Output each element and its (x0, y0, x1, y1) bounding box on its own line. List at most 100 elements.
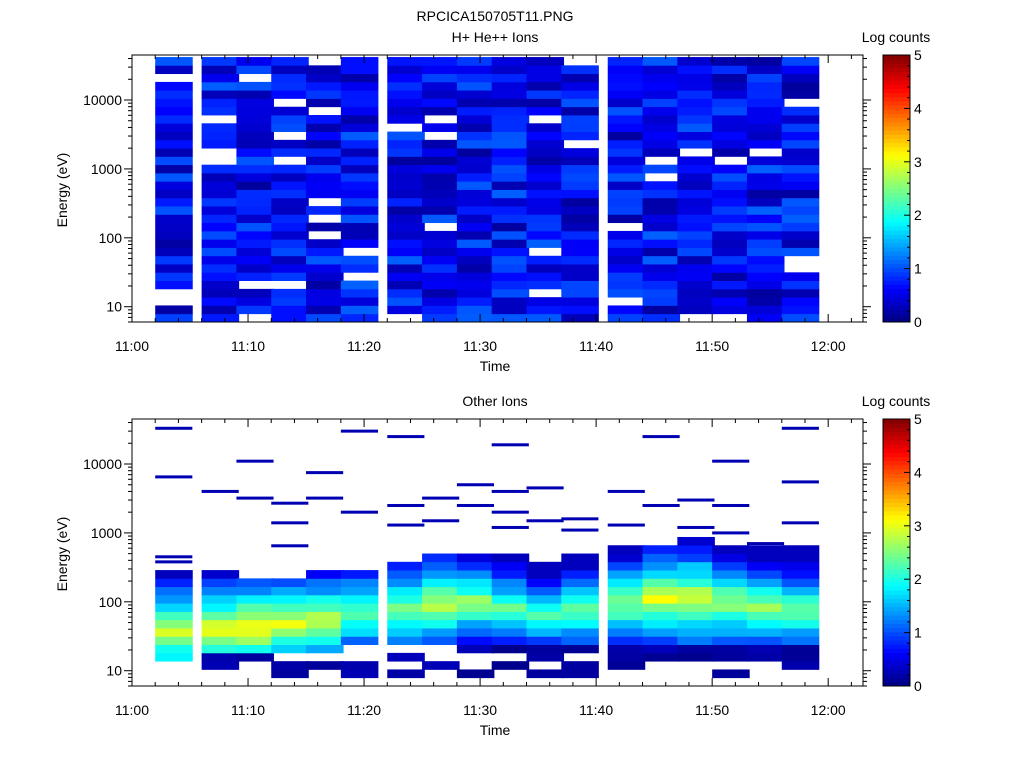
heatmap-cell (781, 545, 820, 554)
heatmap-cell (306, 305, 344, 315)
heatmap-cell (642, 594, 681, 604)
heatmap-cell (340, 669, 379, 679)
panel2-x-axis-label: Time (480, 722, 511, 738)
heatmap-cell (155, 90, 193, 99)
heatmap-cell (642, 81, 681, 91)
heatmap-cell (677, 264, 715, 273)
heatmap-cell (642, 206, 681, 215)
heatmap-cell (642, 123, 681, 132)
heatmap-cell (236, 619, 274, 629)
heatmap-cell (526, 272, 565, 281)
heatmap-cell (642, 197, 681, 207)
heatmap-cell (201, 297, 240, 306)
colorbar-band (883, 263, 910, 269)
heatmap-cell (236, 594, 274, 604)
heatmap-cell (201, 106, 240, 116)
heatmap-cell (642, 305, 681, 315)
heatmap-cell (642, 619, 681, 629)
heatmap-cell (155, 247, 193, 257)
heatmap-cell (201, 123, 240, 132)
heatmap-cell (677, 247, 715, 257)
heatmap-cell (340, 239, 379, 248)
heatmap-cell (526, 264, 565, 273)
heatmap-cell (387, 594, 425, 604)
heatmap-cell (201, 239, 240, 248)
heatmap-cell (340, 73, 379, 83)
heatmap-cell (155, 65, 193, 75)
colorbar-band (883, 188, 910, 194)
heatmap-cell (271, 222, 309, 232)
heatmap-cell (607, 255, 646, 265)
heatmap-cell (642, 189, 681, 199)
heatmap-cell (526, 570, 565, 579)
heatmap-cell (712, 81, 750, 91)
heatmap-cell (201, 206, 240, 215)
heatmap-cell (561, 222, 599, 232)
colorbar-band (883, 63, 910, 69)
y-tick-label: 100 (99, 594, 123, 610)
heatmap-cell (236, 578, 274, 588)
heatmap-cell (491, 230, 530, 240)
heatmap-cell (746, 313, 785, 323)
trace-cell (236, 459, 274, 463)
colorbar-band (883, 180, 910, 185)
heatmap-cell (201, 181, 240, 190)
heatmap-cell (491, 123, 530, 132)
panel2-colorbar-label: Log counts (862, 393, 931, 409)
colorbar-band (883, 242, 910, 248)
heatmap-cell (387, 73, 425, 83)
heatmap-cell (306, 628, 344, 637)
trace-cell (155, 426, 193, 430)
heatmap-cell (155, 586, 193, 596)
heatmap-cell (236, 90, 274, 99)
heatmap-cell (387, 156, 425, 166)
heatmap-cell (456, 297, 495, 306)
heatmap-cell (236, 222, 274, 232)
heatmap-cell (677, 123, 715, 132)
heatmap-cell (491, 73, 530, 83)
heatmap-cell (422, 214, 460, 224)
heatmap-cell (306, 297, 344, 306)
heatmap-cell (491, 90, 530, 99)
heatmap-cell (746, 644, 785, 654)
heatmap-cell (340, 148, 379, 157)
heatmap-cell (607, 90, 646, 99)
heatmap-cell (422, 57, 460, 66)
colorbar-tick-label: 2 (914, 571, 922, 587)
heatmap-cell (271, 247, 309, 257)
colorbar-band (883, 452, 910, 458)
heatmap-cell (781, 73, 820, 83)
heatmap-cell (781, 181, 820, 190)
panel1-colorbar-label: Log counts (862, 29, 931, 45)
colorbar-band (883, 238, 910, 244)
colorbar-band (883, 67, 910, 73)
heatmap-cell (387, 98, 425, 108)
heatmap-cell (642, 578, 681, 588)
trace-cell (491, 510, 529, 514)
colorbar-band (883, 652, 910, 658)
heatmap-cell (561, 272, 599, 281)
heatmap-cell (201, 73, 240, 83)
heatmap-cell (306, 139, 344, 149)
heatmap-cell (677, 578, 715, 588)
heatmap-cell (387, 164, 425, 174)
heatmap-cell (561, 280, 599, 290)
heatmap-cell (271, 603, 309, 612)
panel1-colorbar: 0 1 2 3 4 5 (882, 47, 922, 330)
colorbar-tick-label: 4 (914, 100, 922, 116)
heatmap-cell (201, 644, 240, 654)
heatmap-cell (607, 123, 646, 132)
heatmap-cell (422, 164, 460, 174)
heatmap-cell (422, 181, 460, 190)
heatmap-cell (526, 98, 565, 108)
trace-cell (155, 475, 193, 479)
heatmap-cell (561, 156, 599, 166)
heatmap-cell (456, 644, 495, 654)
heatmap-cell (491, 628, 530, 637)
heatmap-cell (387, 57, 425, 66)
heatmap-cell (491, 636, 530, 645)
colorbar-tick-label: 5 (914, 47, 922, 63)
heatmap-cell (491, 106, 530, 116)
heatmap-cell (781, 106, 820, 116)
heatmap-cell (236, 181, 274, 190)
